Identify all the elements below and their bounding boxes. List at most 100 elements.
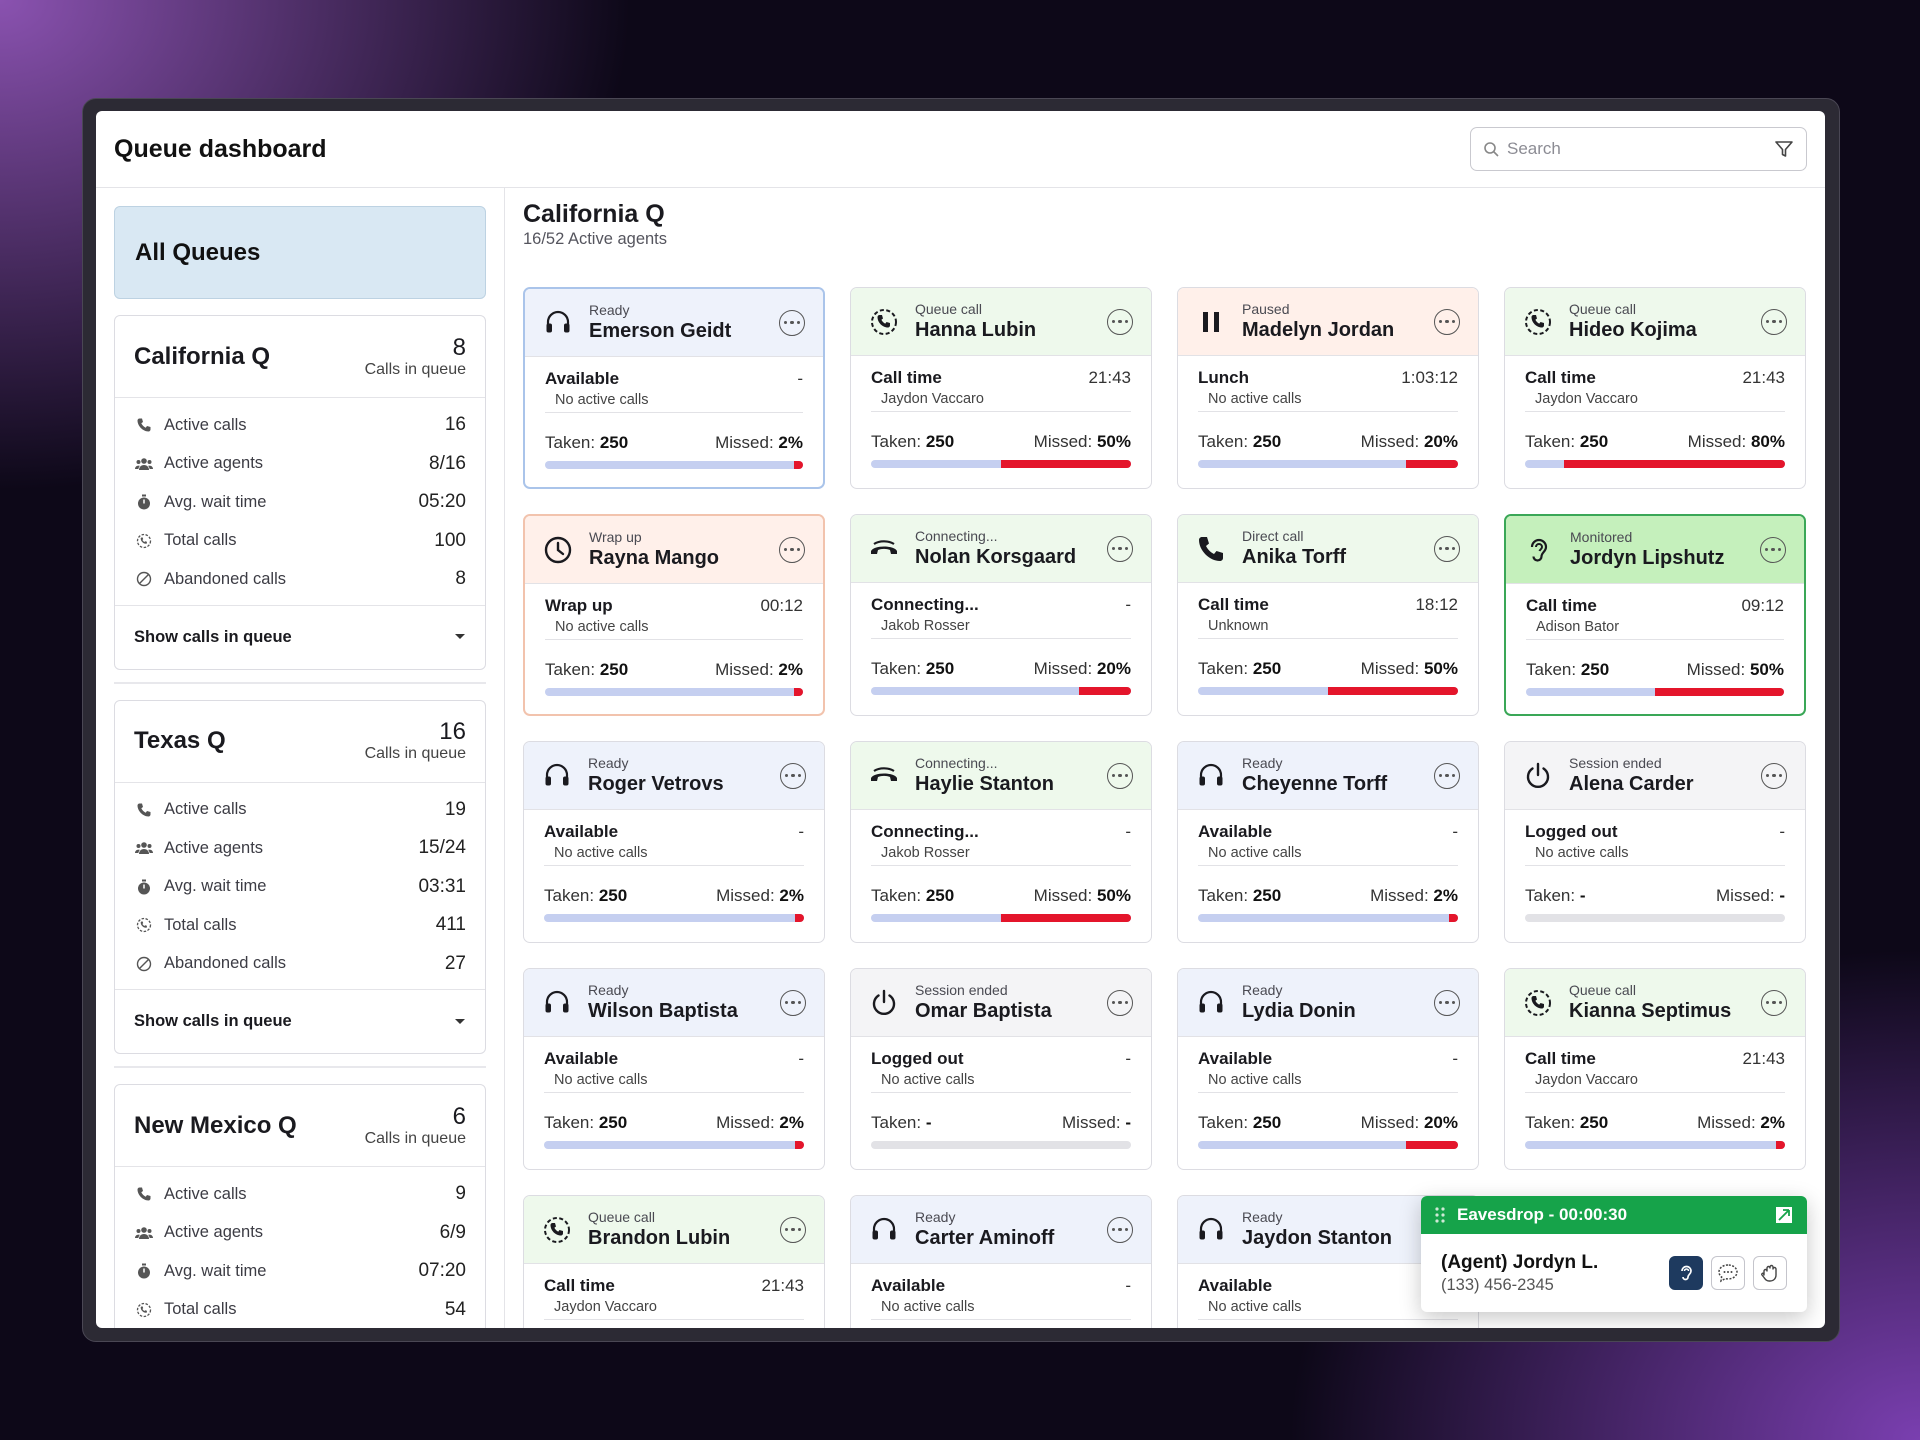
missed-value: 2%	[779, 886, 804, 905]
agent-card[interactable]: Queue call Hideo Kojima Call time 21:43 …	[1504, 287, 1806, 489]
queue-stat-label: Active calls	[164, 800, 247, 819]
agent-activity-row: Call time 21:43	[1525, 356, 1785, 388]
agent-card[interactable]: Connecting... Nolan Korsgaard Connecting…	[850, 514, 1152, 716]
more-options-icon[interactable]	[1434, 762, 1460, 789]
queue-dashboard-app: Queue dashboard All Queues California Q …	[96, 111, 1825, 1328]
agents-icon	[134, 840, 154, 856]
phone-icon	[134, 1186, 154, 1202]
missed-ratio-fill	[793, 688, 803, 696]
agent-card[interactable]: Wrap up Rayna Mango Wrap up 00:12 No act…	[523, 514, 825, 716]
agent-card[interactable]: Session ended Alena Carder Logged out - …	[1504, 741, 1806, 943]
more-options-icon[interactable]	[780, 1216, 806, 1243]
main-panel: California Q 16/52 Active agents Ready E…	[505, 188, 1825, 1328]
headset-icon	[540, 759, 574, 793]
agent-caller: No active calls	[871, 1296, 1131, 1320]
agent-card[interactable]: Paused Madelyn Jordan Lunch 1:03:12 No a…	[1177, 287, 1479, 489]
queue-card-header[interactable]: California Q 8 Calls in queue	[115, 316, 485, 398]
barge-button[interactable]	[1753, 1256, 1787, 1290]
taken-value: 250	[1579, 432, 1609, 451]
taken-value: 250	[1252, 432, 1282, 451]
missed-value: 50%	[1096, 886, 1131, 905]
agent-card[interactable]: Ready Lydia Donin Available - No active …	[1177, 968, 1479, 1170]
whisper-button[interactable]	[1711, 1256, 1745, 1290]
agent-caller: No active calls	[1198, 1296, 1458, 1320]
more-options-icon[interactable]	[1761, 308, 1787, 335]
taken-metric: Taken: 250	[1198, 432, 1281, 452]
agent-activity-row: Connecting... -	[871, 810, 1131, 842]
agent-status: Queue call	[1569, 982, 1636, 998]
listen-button[interactable]	[1669, 1256, 1703, 1290]
agent-activity-time: -	[798, 822, 804, 841]
missed-ratio-bar	[1525, 460, 1785, 468]
taken-value: 250	[1252, 659, 1282, 678]
agent-metrics-row: Taken: 250 Missed: 50%	[1198, 639, 1458, 679]
more-options-icon[interactable]	[1107, 308, 1133, 335]
agent-card[interactable]: Ready Carter Aminoff Available - No acti…	[850, 1195, 1152, 1328]
agent-activity: Logged out	[871, 1049, 964, 1068]
more-options-icon[interactable]	[1434, 308, 1460, 335]
missed-ratio-fill	[1079, 687, 1131, 695]
more-options-icon[interactable]	[780, 989, 806, 1016]
agent-identity: Queue call Hideo Kojima	[1569, 301, 1761, 342]
agent-card[interactable]: Ready Emerson Geidt Available - No activ…	[523, 287, 825, 489]
agent-card[interactable]: Queue call Kianna Septimus Call time 21:…	[1504, 968, 1806, 1170]
taken-metric: Taken: -	[1525, 886, 1586, 906]
agent-card[interactable]: Queue call Hanna Lubin Call time 21:43 J…	[850, 287, 1152, 489]
agent-identity: Queue call Hanna Lubin	[915, 301, 1107, 342]
page-subtitle: 16/52 Active agents	[523, 230, 668, 248]
more-options-icon[interactable]	[1107, 989, 1133, 1016]
more-options-icon[interactable]	[1761, 989, 1787, 1016]
queue-stat-row: Total calls 100	[134, 522, 466, 561]
all-queues-button[interactable]: All Queues	[114, 206, 486, 299]
agent-card[interactable]: Queue call Brandon Lubin Call time 21:43…	[523, 1195, 825, 1328]
agent-card-header: Ready Carter Aminoff	[851, 1196, 1151, 1264]
headset-icon	[1194, 759, 1228, 793]
queue-card-header[interactable]: Texas Q 16 Calls in queue	[115, 701, 485, 783]
agent-grid: Ready Emerson Geidt Available - No activ…	[523, 287, 1807, 1328]
agent-card[interactable]: Connecting... Haylie Stanton Connecting.…	[850, 741, 1152, 943]
agent-card[interactable]: Ready Cheyenne Torff Available - No acti…	[1177, 741, 1479, 943]
drag-handle-icon[interactable]	[1435, 1206, 1445, 1224]
agent-metrics-row: Taken: 250 Missed: 20%	[1198, 1093, 1458, 1133]
missed-value: 2%	[1760, 1113, 1785, 1132]
agent-card[interactable]: Session ended Omar Baptista Logged out -…	[850, 968, 1152, 1170]
more-options-icon[interactable]	[1434, 535, 1460, 562]
agent-status: Paused	[1242, 301, 1290, 317]
taken-label: Taken:	[1198, 886, 1249, 905]
eavesdrop-header[interactable]: Eavesdrop - 00:00:30	[1421, 1196, 1807, 1234]
missed-ratio-bar	[544, 1141, 804, 1149]
agent-activity: Wrap up	[545, 596, 613, 615]
agent-metrics-row: Taken: 250 Missed: 2%	[544, 1320, 804, 1328]
more-options-icon[interactable]	[780, 762, 806, 789]
more-options-icon[interactable]	[1107, 535, 1133, 562]
agent-card[interactable]: Ready Roger Vetrovs Available - No activ…	[523, 741, 825, 943]
calls-in-queue-label: Calls in queue	[364, 745, 466, 762]
agent-name: Alena Carder	[1569, 773, 1694, 795]
show-calls-in-queue-button[interactable]: Show calls in queue	[115, 604, 485, 669]
more-options-icon[interactable]	[1760, 536, 1786, 563]
agent-metrics-row: Taken: - Missed: -	[1525, 866, 1785, 906]
agent-card[interactable]: Monitored Jordyn Lipshutz Call time 09:1…	[1504, 514, 1806, 716]
missed-metric: Missed: 2%	[716, 1113, 804, 1133]
agent-activity-row: Available -	[545, 357, 803, 389]
more-options-icon[interactable]	[1107, 762, 1133, 789]
more-options-icon[interactable]	[779, 309, 805, 336]
missed-ratio-bar	[871, 914, 1131, 922]
show-calls-in-queue-button[interactable]: Show calls in queue	[115, 989, 485, 1053]
more-options-icon[interactable]	[1434, 989, 1460, 1016]
taken-value: 250	[598, 886, 628, 905]
more-options-icon[interactable]	[1761, 762, 1787, 789]
search-box[interactable]	[1470, 127, 1807, 171]
agent-card[interactable]: Direct call Anika Torff Call time 18:12 …	[1177, 514, 1479, 716]
more-options-icon[interactable]	[779, 536, 805, 563]
search-input[interactable]	[1507, 139, 1766, 159]
more-options-icon[interactable]	[1107, 1216, 1133, 1243]
queue-card[interactable]: New Mexico Q 6 Calls in queue Active cal…	[114, 1084, 486, 1328]
agent-card[interactable]: Ready Wilson Baptista Available - No act…	[523, 968, 825, 1170]
queue-card[interactable]: Texas Q 16 Calls in queue Active calls 1…	[114, 699, 486, 1054]
minimize-icon[interactable]	[1775, 1206, 1793, 1224]
missed-label: Missed:	[1033, 432, 1093, 451]
queue-card-header[interactable]: New Mexico Q 6 Calls in queue	[115, 1085, 485, 1167]
queue-card[interactable]: California Q 8 Calls in queue Active cal…	[114, 315, 486, 670]
filter-icon[interactable]	[1774, 139, 1794, 159]
